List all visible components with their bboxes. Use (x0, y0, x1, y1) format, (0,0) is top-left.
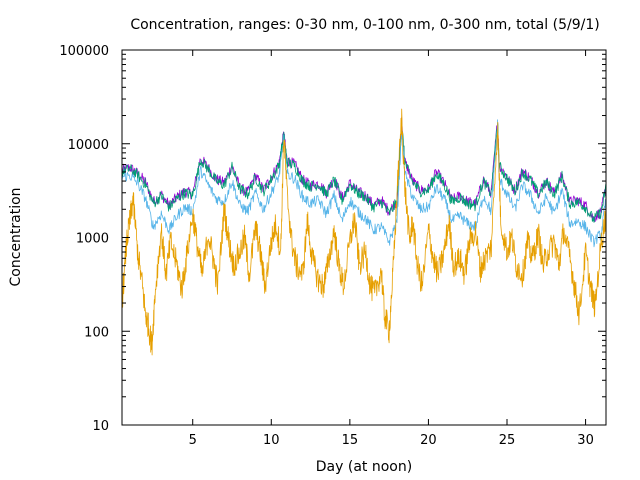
x-tick-label: 5 (189, 433, 197, 448)
series-line-3 (121, 119, 607, 248)
y-tick-label: 10000 (68, 138, 109, 153)
y-tick-label: 100 (84, 325, 109, 340)
x-tick-label: 20 (420, 433, 437, 448)
y-axis-label: Concentration (8, 187, 24, 286)
chart-title: Concentration, ranges: 0-30 nm, 0-100 nm… (130, 17, 599, 33)
y-axis: 10 100 1000 10000 100000 (59, 44, 606, 434)
series-line-4 (121, 108, 607, 356)
x-tick-label: 30 (577, 433, 594, 448)
x-tick-label: 10 (263, 433, 280, 448)
y-tick-label: 100000 (59, 44, 109, 59)
x-tick-label: 25 (499, 433, 516, 448)
plot-frame (121, 49, 607, 426)
x-tick-label: 15 (342, 433, 359, 448)
plot-lines (121, 108, 607, 356)
y-tick-label: 10 (92, 419, 109, 434)
y-tick-label: 1000 (76, 232, 109, 247)
x-axis: 5 10 15 20 25 30 (189, 50, 594, 448)
series-line-2 (121, 123, 607, 223)
x-axis-label: Day (at noon) (316, 459, 412, 475)
